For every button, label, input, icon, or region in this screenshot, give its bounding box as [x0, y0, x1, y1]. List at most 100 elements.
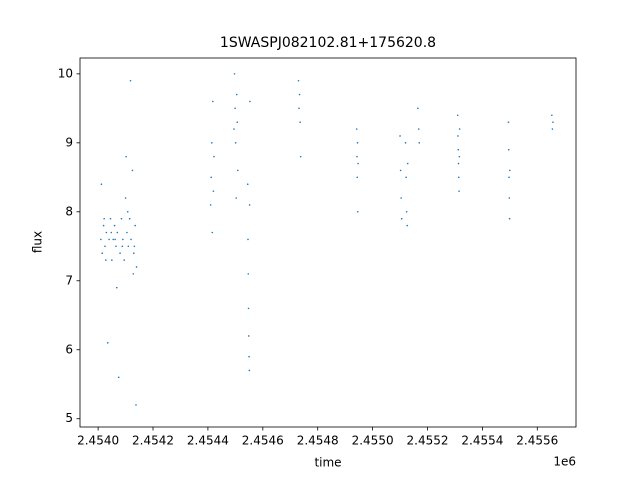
data-point [112, 238, 115, 241]
x-tick-label: 2.4540 [77, 434, 119, 448]
data-point [508, 176, 510, 179]
data-point [235, 93, 238, 96]
data-point [248, 335, 250, 337]
data-point [249, 100, 251, 103]
data-point [507, 121, 510, 123]
data-point [298, 93, 301, 96]
data-point [418, 142, 421, 144]
data-point [417, 128, 420, 130]
data-point [115, 245, 117, 248]
data-point [509, 169, 511, 172]
data-point [297, 79, 300, 82]
data-point [456, 114, 459, 117]
data-point [105, 231, 108, 234]
data-point [551, 114, 553, 117]
data-point [123, 259, 125, 261]
data-point [105, 259, 107, 261]
data-point [122, 238, 124, 241]
data-point [124, 197, 127, 199]
data-point [406, 162, 409, 165]
data-point [110, 231, 113, 234]
data-point [108, 238, 110, 241]
data-point [210, 142, 213, 144]
x-tick-label: 2.4546 [242, 434, 284, 448]
data-point [552, 121, 554, 123]
data-point [113, 224, 116, 227]
data-point [508, 217, 511, 220]
data-point [399, 135, 401, 137]
data-point [233, 73, 236, 75]
data-point [458, 155, 461, 158]
data-point [100, 183, 103, 186]
x-tick-label: 2.4542 [132, 434, 174, 448]
data-point [128, 217, 131, 220]
data-point [248, 369, 251, 372]
data-point [233, 128, 235, 130]
data-point [101, 252, 104, 254]
data-point [406, 224, 408, 227]
y-tick-label: 8 [65, 204, 73, 218]
chart-title: 1SWASPJ082102.81+175620.8 [220, 35, 436, 51]
x-offset-label: 1e6 [553, 455, 576, 469]
data-point [117, 376, 120, 379]
data-point [212, 100, 214, 103]
data-point [355, 128, 358, 130]
data-point [405, 211, 408, 213]
data-point [127, 245, 130, 248]
data-point [404, 142, 407, 144]
data-point [248, 355, 250, 358]
data-point [114, 238, 116, 241]
x-axis-label: time [314, 456, 341, 470]
y-axis-label: flux [31, 231, 45, 253]
x-tick-label: 2.4552 [407, 434, 449, 448]
data-point [209, 204, 212, 206]
data-point [356, 211, 359, 213]
data-point [126, 211, 129, 213]
data-point [102, 224, 105, 227]
data-point [111, 259, 113, 261]
data-point [104, 245, 106, 248]
x-tick-label: 2.4556 [516, 434, 558, 448]
data-point [132, 273, 135, 275]
data-point [100, 238, 102, 241]
data-point [106, 342, 109, 344]
data-point [247, 238, 249, 241]
data-point [236, 121, 239, 123]
data-point [235, 197, 237, 199]
data-point [457, 176, 460, 179]
data-point [356, 155, 358, 158]
data-point [135, 266, 138, 268]
data-point [109, 217, 112, 220]
data-point [234, 142, 237, 144]
data-point [356, 142, 359, 144]
data-point [132, 252, 135, 254]
x-tick-label: 2.4554 [461, 434, 503, 448]
data-point [126, 231, 128, 234]
y-tick-label: 9 [65, 135, 73, 149]
data-point [399, 169, 402, 172]
data-point [237, 169, 239, 172]
data-point [458, 190, 460, 192]
data-point [356, 176, 359, 179]
data-point [457, 148, 460, 151]
data-point [234, 107, 236, 110]
y-tick-label: 5 [65, 411, 73, 425]
data-point [210, 176, 213, 179]
data-point [458, 128, 461, 130]
data-point [135, 404, 137, 406]
data-point [119, 252, 121, 254]
y-tick-label: 7 [65, 273, 73, 287]
data-point [298, 107, 300, 110]
data-point [120, 217, 123, 220]
data-point [457, 135, 459, 137]
data-point [247, 307, 250, 310]
data-point [405, 176, 407, 179]
plot-frame [79, 57, 577, 428]
data-point [129, 79, 132, 82]
data-point [299, 121, 301, 123]
data-point [211, 231, 214, 234]
data-point [125, 155, 127, 158]
x-tick-label: 2.4544 [187, 434, 229, 448]
